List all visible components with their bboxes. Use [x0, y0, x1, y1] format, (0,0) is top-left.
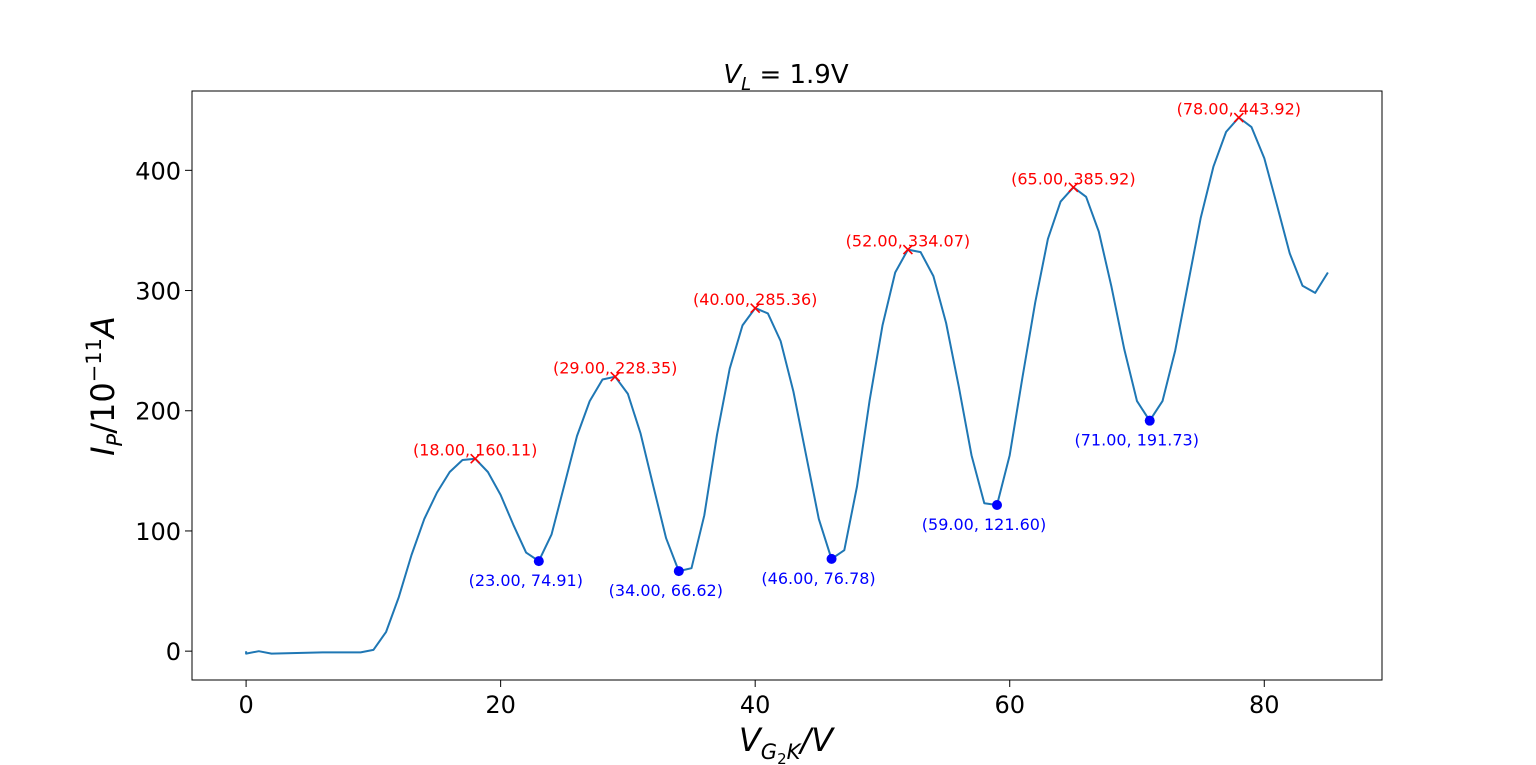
peak-marker [1233, 112, 1244, 123]
peak-marker-stroke [750, 303, 761, 314]
chart-title: VL = 1.9V [723, 60, 848, 95]
peak-marker-stroke [902, 244, 913, 255]
y-tick-label: 400 [135, 157, 181, 185]
y-tick-label: 0 [166, 638, 181, 666]
x-axis-label: VG2K/V [739, 721, 835, 765]
valley-marker [533, 556, 544, 567]
x-tick-label: 0 [238, 691, 253, 719]
peak-marker-stroke [470, 453, 481, 464]
valley-marker [673, 566, 684, 577]
y-axis-label: IP/10−11A [82, 316, 127, 456]
peak-marker [610, 371, 621, 382]
x-tick-label: 20 [485, 691, 516, 719]
peak-label: (52.00, 334.07) [846, 232, 970, 251]
y-tick-label: 200 [135, 398, 181, 426]
x-tick-label: 80 [1249, 691, 1280, 719]
peak-marker [750, 303, 761, 314]
valley-label: (59.00, 121.60) [922, 515, 1046, 534]
peak-marker-stroke [1068, 182, 1079, 193]
peak-marker [902, 244, 913, 255]
valley-label: (34.00, 66.62) [609, 581, 723, 600]
peak-marker [1068, 182, 1079, 193]
y-tick-label: 100 [135, 518, 181, 546]
valley-label: (71.00, 191.73) [1075, 431, 1199, 450]
plot-frame [191, 90, 1383, 681]
peak-marker [470, 453, 481, 464]
valley-label: (23.00, 74.91) [469, 571, 583, 590]
x-tick-label: 40 [740, 691, 771, 719]
y-tick-label: 300 [135, 278, 181, 306]
peak-label: (18.00, 160.11) [413, 441, 537, 460]
peak-marker-stroke [1233, 112, 1244, 123]
peak-label: (65.00, 385.92) [1011, 169, 1135, 188]
peak-label: (78.00, 443.92) [1177, 100, 1301, 119]
valley-marker [1144, 415, 1155, 426]
valley-marker [992, 499, 1002, 510]
peak-label: (40.00, 285.36) [693, 290, 817, 309]
valley-marker [826, 553, 837, 564]
valley-label: (46.00, 76.78) [761, 569, 875, 588]
peak-marker-stroke [610, 371, 621, 382]
peak-label: (29.00, 228.35) [553, 359, 677, 378]
x-tick-label: 60 [994, 691, 1025, 719]
plot-area: 0 20 40 60 80 0 100 200 300 400 (18.00, 160.11) (29… [135, 90, 1383, 719]
